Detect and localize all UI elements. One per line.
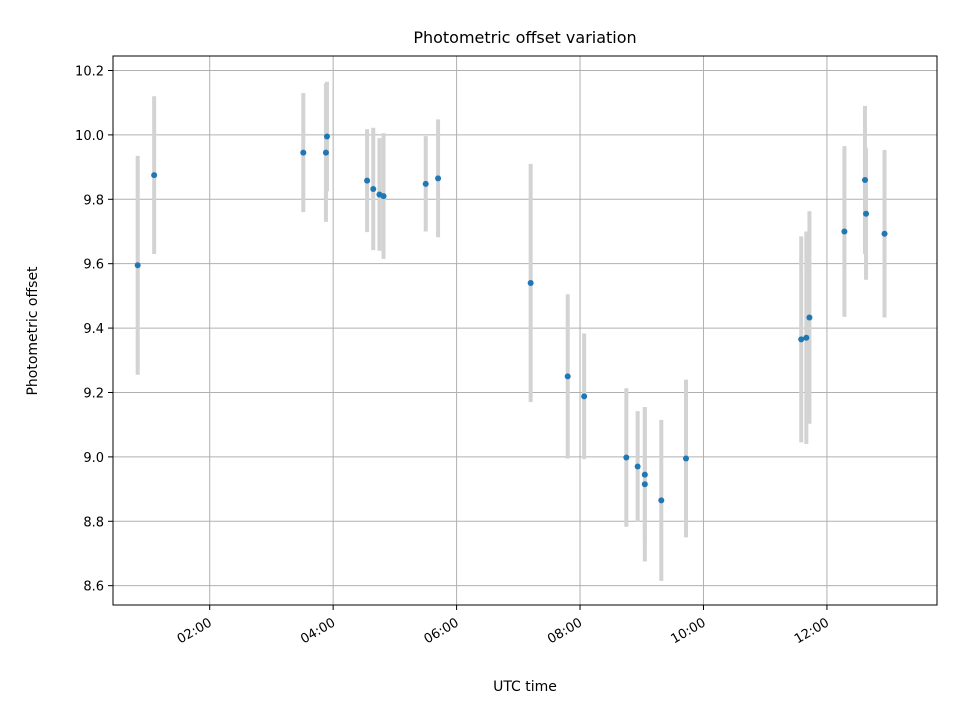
point-layer: [134, 133, 888, 504]
data-point: [634, 463, 641, 470]
y-tick-label: 10.0: [75, 129, 104, 144]
y-tick-label: 9.2: [83, 386, 104, 401]
data-point: [300, 149, 307, 156]
data-point: [861, 176, 868, 183]
data-point: [380, 193, 387, 200]
data-point: [322, 149, 329, 156]
grid-layer: [113, 56, 937, 605]
data-point: [370, 185, 377, 192]
y-axis-label: Photometric offset: [25, 266, 41, 396]
data-point: [881, 230, 888, 237]
y-tick-label: 10.2: [75, 64, 104, 79]
x-tick-label: 10:00: [669, 615, 709, 647]
data-point: [564, 373, 571, 380]
data-point: [134, 262, 141, 269]
data-point: [581, 393, 588, 400]
x-axis-label: UTC time: [493, 679, 557, 695]
y-tick-label: 8.6: [83, 580, 104, 595]
data-point: [658, 497, 665, 504]
y-tick-label: 9.4: [83, 322, 104, 337]
plot-frame: [112, 55, 938, 606]
y-tick-label: 9.6: [83, 258, 104, 273]
data-point: [422, 180, 429, 187]
data-point: [803, 334, 810, 341]
x-tick-label: 12:00: [792, 615, 832, 647]
data-point: [841, 228, 848, 235]
y-tick-label: 9.0: [83, 451, 104, 466]
x-tick-label: 04:00: [298, 615, 338, 647]
data-point: [806, 314, 813, 321]
data-point: [364, 177, 371, 184]
tick-layer: 02:00 04:00 06:00 08:00 10:00 12:00 8.6 8.8 9.0 9…: [75, 64, 832, 647]
data-point: [435, 175, 442, 182]
y-tick-label: 8.8: [83, 515, 104, 530]
x-tick-label: 08:00: [545, 615, 585, 647]
x-tick-label: 06:00: [422, 615, 462, 647]
data-point: [323, 133, 330, 140]
y-tick-label: 9.8: [83, 193, 104, 208]
errorbar-layer: [135, 81, 887, 581]
data-point: [641, 471, 648, 478]
data-point: [641, 481, 648, 488]
data-point: [151, 172, 158, 179]
data-point: [682, 455, 689, 462]
chart-title: Photometric offset variation: [413, 28, 636, 47]
x-tick-label: 02:00: [175, 615, 215, 647]
data-point: [863, 210, 870, 217]
data-point: [798, 336, 805, 343]
data-point: [527, 280, 534, 287]
data-point: [623, 454, 630, 461]
